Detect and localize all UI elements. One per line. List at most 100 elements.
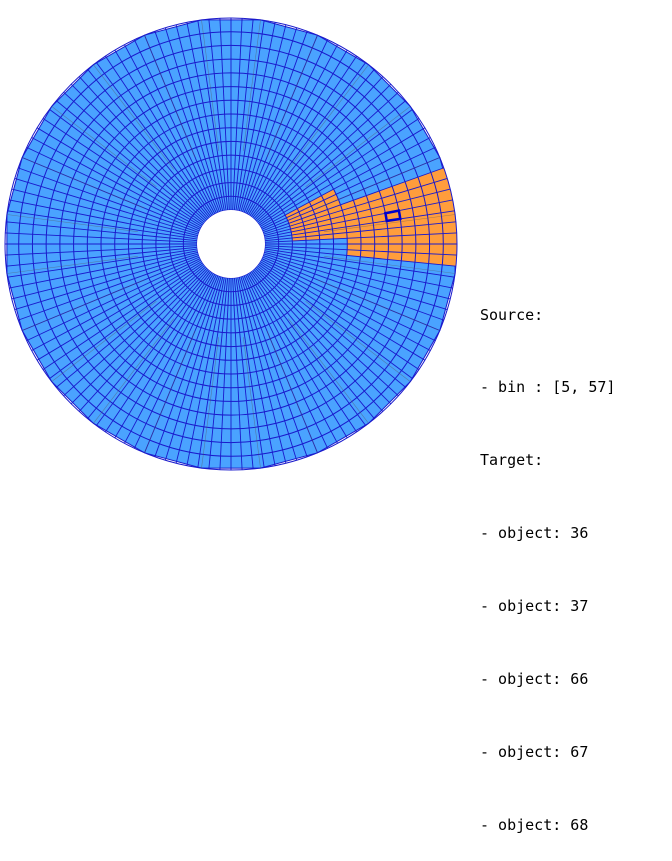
spoke-line xyxy=(258,109,413,225)
target-object-line: - object: 36 xyxy=(480,524,589,543)
spoke-line xyxy=(186,277,225,466)
facet-line xyxy=(305,106,411,188)
spoke-line xyxy=(164,276,222,461)
spoke-line xyxy=(42,262,203,370)
spoke-line xyxy=(26,146,201,230)
facet-line xyxy=(242,337,261,469)
spoke-line xyxy=(114,49,214,216)
spoke-line xyxy=(264,210,455,240)
source-bin-line: - bin : [5, 57] xyxy=(480,378,616,397)
spoke-line xyxy=(264,232,457,243)
spoke-line xyxy=(245,39,329,214)
spoke-line xyxy=(248,272,348,439)
spoke-line xyxy=(237,22,276,211)
spoke-line xyxy=(9,250,198,289)
target-object-line: - object: 37 xyxy=(480,597,589,616)
spoke-line xyxy=(87,69,210,219)
spoke-line xyxy=(208,277,229,469)
spoke-line xyxy=(242,275,308,457)
spoke-line xyxy=(256,265,406,388)
spoke-line xyxy=(6,246,198,267)
spoke-line xyxy=(238,24,287,212)
spoke-line xyxy=(96,271,212,426)
spoke-line xyxy=(124,273,216,444)
spoke-line xyxy=(249,272,357,433)
selected-bin-outline[interactable] xyxy=(383,209,402,223)
spoke-line xyxy=(235,20,265,211)
spoke-line xyxy=(261,146,436,230)
spoke-line xyxy=(259,262,420,370)
spoke-line xyxy=(264,245,457,256)
spoke-line xyxy=(263,253,448,311)
spoke-line xyxy=(18,255,200,321)
target-header: Target: xyxy=(480,451,544,470)
spoke-line xyxy=(245,274,329,449)
source-header: Source: xyxy=(480,305,544,324)
spoke-line xyxy=(263,188,451,237)
spoke-line xyxy=(133,274,217,449)
spoke-line xyxy=(262,167,444,233)
facet-line xyxy=(201,337,220,469)
spoke-line xyxy=(254,83,392,221)
facet-line xyxy=(93,318,175,424)
facet-line xyxy=(266,35,318,158)
spoke-line xyxy=(87,269,210,419)
spoke-line xyxy=(233,19,254,211)
facet-line xyxy=(6,214,138,233)
selected-bin[interactable] xyxy=(383,209,402,223)
facet-line xyxy=(93,64,175,170)
spoke-line xyxy=(197,20,227,211)
spoke-line xyxy=(186,22,225,211)
spoke-line xyxy=(70,83,208,221)
spoke-line xyxy=(260,137,431,229)
spoke-line xyxy=(263,251,451,300)
facet-line xyxy=(324,214,456,233)
spoke-line xyxy=(233,277,254,469)
facet-line xyxy=(144,330,196,453)
spoke-line xyxy=(255,91,399,222)
bin-grid xyxy=(4,17,458,471)
spoke-line xyxy=(258,263,413,379)
spoke-line xyxy=(232,18,243,211)
spoke-line xyxy=(255,266,399,397)
spoke-line xyxy=(254,267,392,405)
spoke-line xyxy=(261,258,436,342)
spoke-line xyxy=(259,127,426,227)
spoke-line xyxy=(175,276,224,464)
spoke-line xyxy=(219,277,230,470)
spoke-line xyxy=(11,251,199,300)
facet-line xyxy=(201,19,220,151)
facet-line xyxy=(144,35,196,158)
spoke-line xyxy=(262,255,444,321)
spoke-line xyxy=(114,272,214,439)
spoke-line xyxy=(78,268,209,412)
spoke-line xyxy=(232,277,243,470)
spoke-line xyxy=(252,269,375,419)
spoke-line xyxy=(5,245,198,256)
spoke-line xyxy=(49,263,204,379)
spoke-line xyxy=(9,199,198,238)
facet-line xyxy=(287,64,369,170)
facet-line xyxy=(22,157,145,209)
facet-line xyxy=(305,300,411,382)
spoke-line xyxy=(5,232,198,243)
spoke-line xyxy=(7,210,198,240)
spoke-line xyxy=(154,275,220,457)
spoke-line xyxy=(42,118,203,226)
detector-diagram xyxy=(4,17,458,471)
spoke-line xyxy=(264,246,456,267)
spoke-line xyxy=(237,277,276,466)
spoke-line xyxy=(175,24,224,212)
spoke-line xyxy=(263,177,448,235)
target-object-line: - object: 68 xyxy=(480,815,589,834)
spoke-line xyxy=(56,100,206,223)
spoke-line xyxy=(31,137,202,229)
spoke-line xyxy=(63,91,207,222)
spoke-line xyxy=(246,273,338,444)
facet-line xyxy=(324,255,456,274)
spoke-line xyxy=(219,18,230,211)
info-panel: Source: - bin : [5, 57] Target: - object… xyxy=(480,254,615,861)
spoke-line xyxy=(264,248,455,278)
facet-line xyxy=(266,330,318,453)
spoke-line xyxy=(259,261,426,361)
